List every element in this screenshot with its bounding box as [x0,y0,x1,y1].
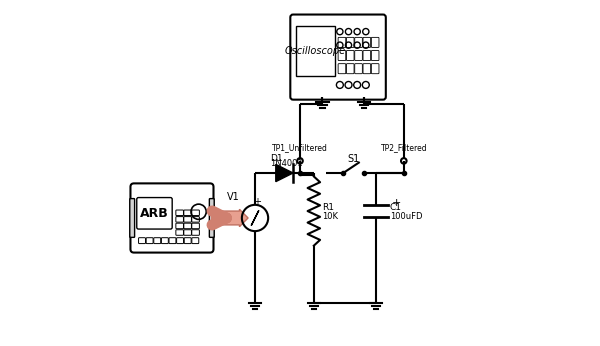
Text: 10K: 10K [322,212,338,221]
Text: Oscilloscope: Oscilloscope [285,46,346,56]
Text: ARB: ARB [140,207,169,220]
Text: R1: R1 [322,203,334,212]
FancyBboxPatch shape [296,26,335,76]
Text: TP2_Filtered: TP2_Filtered [380,143,427,152]
FancyBboxPatch shape [130,183,214,253]
FancyArrow shape [214,209,248,227]
FancyBboxPatch shape [137,198,172,229]
Text: D1: D1 [271,154,283,163]
FancyBboxPatch shape [130,199,134,237]
Text: +: + [253,197,261,207]
Text: S1: S1 [347,154,360,164]
Text: TP1_Unfiltered: TP1_Unfiltered [272,143,328,152]
FancyBboxPatch shape [209,199,214,237]
Text: 100uFD: 100uFD [390,212,422,221]
Text: V1: V1 [227,192,239,202]
Text: +: + [392,198,401,208]
Text: C1: C1 [390,203,402,212]
FancyBboxPatch shape [290,15,386,100]
Text: 1N4001: 1N4001 [271,159,303,168]
Polygon shape [276,164,293,182]
